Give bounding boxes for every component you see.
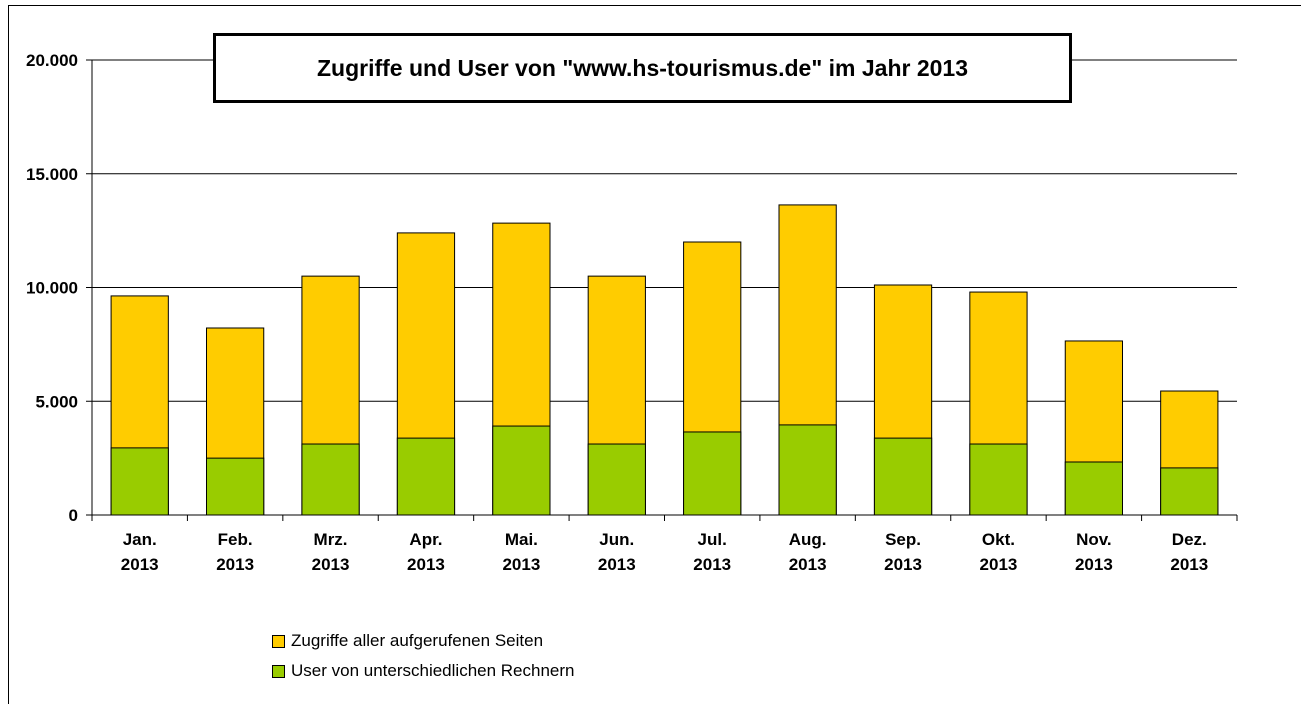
chart-title: Zugriffe und User von "www.hs-tourismus.… [213,33,1072,103]
bar [873,437,933,516]
x-tick-label: Nov. 2013 [1074,530,1113,574]
x-tick-label: Jun. 2013 [597,530,636,574]
x-tick-label: Jul. 2013 [693,530,732,574]
y-tick-label: 5.000 [35,392,78,411]
bar [778,424,837,516]
bar [587,443,646,516]
y-tick-label: 20.000 [26,51,78,70]
x-tick-label: Feb. 2013 [216,530,255,574]
legend-item: Zugriffe aller aufgerufenen Seiten [272,631,543,651]
chart-border [8,5,1301,704]
legend-swatch [272,664,285,678]
legend-item: User von unterschiedlichen Rechnern [272,661,575,681]
bar [683,431,742,516]
x-tick-label: Apr. 2013 [407,530,445,574]
bar [492,425,551,516]
legend-label: Zugriffe aller aufgerufenen Seiten [291,631,544,650]
bar [1064,461,1123,516]
x-tick-label: Jan. 2013 [120,530,159,574]
bar [396,437,456,516]
bar [206,457,265,516]
x-tick-label: Aug. 2013 [788,530,827,574]
legend-swatch [272,634,285,648]
y-tick-label: 10.000 [26,279,78,298]
x-tick-label: Sep. 2013 [884,530,922,574]
bar [969,443,1028,516]
x-tick-label: Mai. 2013 [502,530,541,574]
y-tick-label: 0 [69,506,78,525]
bar [301,443,360,516]
bar [110,447,169,516]
legend-label: User von unterschiedlichen Rechnern [291,661,575,680]
x-tick-label: Dez. 2013 [1170,530,1209,574]
x-tick-label: Mrz. 2013 [311,530,350,574]
x-tick-label: Okt. 2013 [979,530,1018,574]
bar [1160,467,1219,516]
y-tick-label: 15.000 [26,165,78,184]
